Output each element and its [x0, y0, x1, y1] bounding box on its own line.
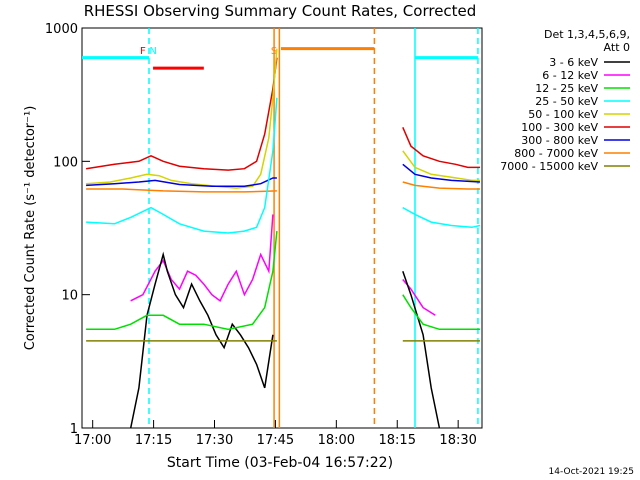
flag-marker-label: S	[271, 46, 277, 57]
legend-header: Det 1,3,4,5,6,9,	[544, 28, 630, 41]
plot-frame	[81, 27, 483, 429]
series-line	[402, 270, 441, 429]
y-tick-label: 1000	[45, 22, 78, 37]
y-axis-label: Corrected Count Rate (s⁻¹ detector⁻¹)	[23, 106, 38, 351]
series-line	[402, 150, 480, 182]
x-tick-label: 18:15	[379, 433, 416, 448]
legend-label: 50 - 100 keV	[528, 108, 598, 121]
series-line	[402, 294, 480, 331]
legend-label: 100 - 300 keV	[521, 121, 598, 134]
series-line	[402, 206, 481, 229]
series-line	[86, 188, 277, 193]
flag-marker-label: N	[149, 46, 156, 57]
series-line	[86, 48, 278, 189]
series-layer	[85, 48, 481, 429]
x-tick-label: 17:45	[257, 433, 294, 448]
legend-header: Att 0	[604, 41, 630, 54]
series-line	[86, 97, 278, 234]
series-line	[86, 231, 278, 331]
legend-label: 6 - 12 keV	[542, 69, 598, 82]
marker-layer: NF S	[82, 28, 479, 428]
flag-marker-label: F	[140, 46, 146, 57]
series-line	[130, 214, 274, 302]
series-line	[402, 163, 481, 183]
legend-label: 25 - 50 keV	[535, 95, 598, 108]
legend-label: 12 - 25 keV	[535, 82, 598, 95]
series-line	[402, 181, 480, 190]
series-line	[85, 57, 278, 171]
legend-label: 800 - 7000 keV	[514, 147, 598, 160]
series-line	[129, 251, 274, 429]
series-line	[86, 177, 277, 188]
chart-title: RHESSI Observing Summary Count Rates, Co…	[84, 2, 477, 20]
x-axis-label: Start Time (03-Feb-04 16:57:22)	[167, 455, 393, 471]
x-tick-label: 18:30	[439, 433, 476, 448]
x-tick-label: 17:00	[74, 433, 111, 448]
axes-layer: 17:00 17:15 17:30 17:45 18:00 18:15 18:30 1 10 10…	[45, 22, 477, 448]
legend-label: 300 - 800 keV	[521, 134, 598, 147]
series-line	[402, 127, 480, 169]
x-tick-label: 18:00	[318, 433, 355, 448]
timestamp: 14-Oct-2021 19:25	[549, 467, 634, 477]
x-tick-label: 17:15	[135, 433, 172, 448]
y-tick-label: 100	[53, 155, 78, 170]
legend-label: 7000 - 15000 keV	[500, 160, 598, 173]
y-tick-label: 1	[70, 422, 78, 437]
legend-label: 3 - 6 keV	[549, 56, 598, 69]
y-tick-label: 10	[61, 289, 78, 304]
x-tick-label: 17:30	[196, 433, 233, 448]
